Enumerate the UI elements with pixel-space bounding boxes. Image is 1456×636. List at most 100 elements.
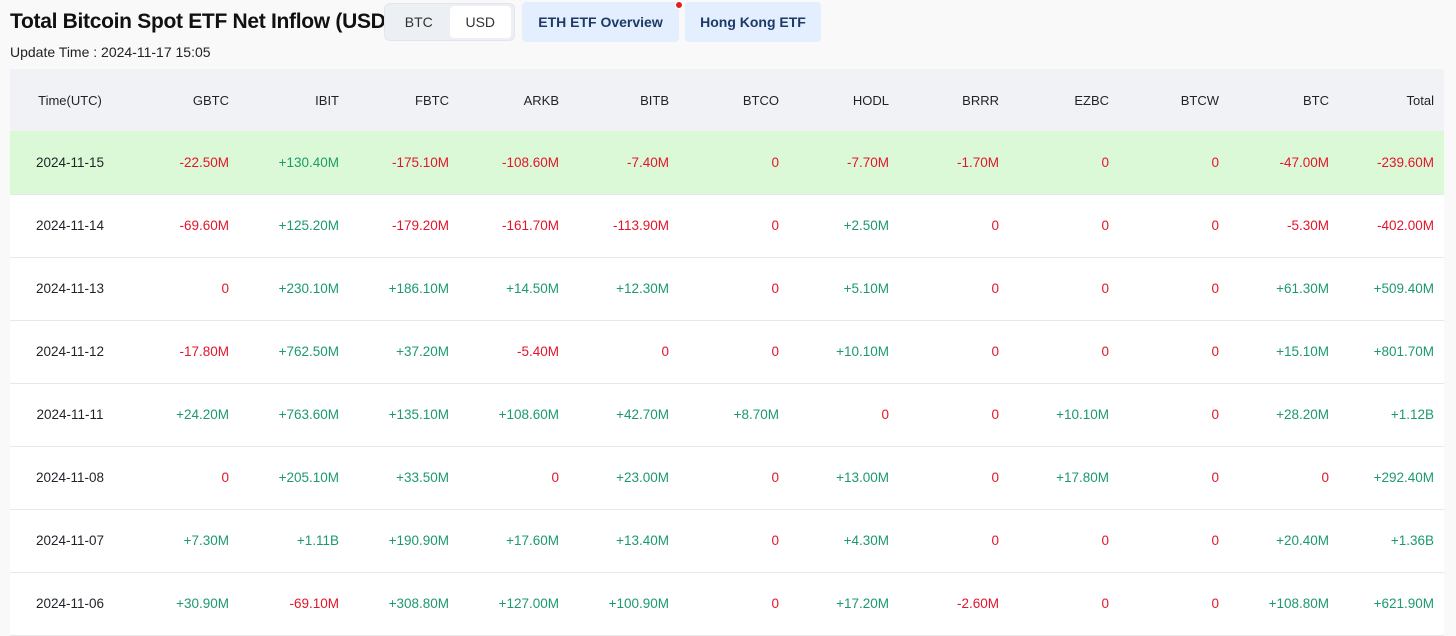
- flow-cell-hodl: +10.10M: [789, 320, 899, 384]
- flow-cell-brrr: 0: [899, 194, 1009, 258]
- flow-cell-total: +621.90M: [1339, 572, 1444, 636]
- flow-cell-ezbc: 0: [1009, 572, 1119, 636]
- flow-cell-fbtc: +37.20M: [349, 320, 459, 384]
- flow-cell-gbtc: +7.30M: [130, 509, 239, 573]
- table-row[interactable]: 2024-11-14 -69.60M +125.20M -179.20M -161.70…: [10, 194, 1444, 258]
- flow-cell-gbtc: -17.80M: [130, 320, 239, 384]
- flow-cell-bitb: +12.30M: [569, 257, 679, 321]
- flow-cell-ibit: +763.60M: [239, 383, 349, 447]
- column-header-btcw[interactable]: BTCW: [1119, 69, 1229, 131]
- flow-cell-btco: 0: [679, 446, 789, 510]
- hong-kong-etf-button[interactable]: Hong Kong ETF: [685, 2, 821, 42]
- page-title: Total Bitcoin Spot ETF Net Inflow (USD): [10, 10, 393, 33]
- flow-cell-total: -402.00M: [1339, 194, 1444, 258]
- row-date-cell: 2024-11-12: [10, 320, 130, 384]
- flow-cell-ezbc: +10.10M: [1009, 383, 1119, 447]
- flow-cell-hodl: +5.10M: [789, 257, 899, 321]
- column-header-bitb[interactable]: BITB: [569, 69, 679, 131]
- flow-cell-btcw: 0: [1119, 320, 1229, 384]
- flow-cell-total: +801.70M: [1339, 320, 1444, 384]
- flow-cell-total: -239.60M: [1339, 131, 1444, 195]
- column-header-time[interactable]: Time(UTC): [10, 69, 130, 131]
- column-header-total[interactable]: Total: [1339, 69, 1444, 131]
- flow-cell-ibit: +230.10M: [239, 257, 349, 321]
- flow-cell-arkb: -108.60M: [459, 131, 569, 195]
- flow-cell-btc: +28.20M: [1229, 383, 1339, 447]
- flow-cell-btcw: 0: [1119, 446, 1229, 510]
- column-header-hodl[interactable]: HODL: [789, 69, 899, 131]
- column-header-btco[interactable]: BTCO: [679, 69, 789, 131]
- unit-option-btc[interactable]: BTC: [404, 14, 433, 30]
- table-row[interactable]: 2024-11-07 +7.30M +1.11B +190.90M +17.60M +13…: [10, 509, 1444, 573]
- flow-cell-btco: 0: [679, 320, 789, 384]
- column-header-gbtc[interactable]: GBTC: [130, 69, 239, 131]
- table-row[interactable]: 2024-11-11 +24.20M +763.60M +135.10M +108.60…: [10, 383, 1444, 447]
- row-date-cell: 2024-11-06: [10, 572, 130, 636]
- flow-cell-fbtc: +33.50M: [349, 446, 459, 510]
- column-header-ezbc[interactable]: EZBC: [1009, 69, 1119, 131]
- flow-cell-ibit: +130.40M: [239, 131, 349, 195]
- flow-cell-ezbc: +17.80M: [1009, 446, 1119, 510]
- flow-cell-bitb: 0: [569, 320, 679, 384]
- flow-cell-brrr: 0: [899, 446, 1009, 510]
- flow-cell-bitb: +42.70M: [569, 383, 679, 447]
- table-row[interactable]: 2024-11-13 0 +230.10M +186.10M +14.50M +12.30…: [10, 257, 1444, 321]
- flow-cell-hodl: +17.20M: [789, 572, 899, 636]
- column-header-fbtc[interactable]: FBTC: [349, 69, 459, 131]
- flow-cell-arkb: +14.50M: [459, 257, 569, 321]
- column-header-arkb[interactable]: ARKB: [459, 69, 569, 131]
- flow-cell-ezbc: 0: [1009, 194, 1119, 258]
- flow-cell-fbtc: -179.20M: [349, 194, 459, 258]
- flow-cell-gbtc: +30.90M: [130, 572, 239, 636]
- row-date-cell: 2024-11-11: [10, 383, 130, 447]
- flow-cell-gbtc: 0: [130, 446, 239, 510]
- flow-cell-bitb: +23.00M: [569, 446, 679, 510]
- page-header: Total Bitcoin Spot ETF Net Inflow (USD) …: [0, 0, 1456, 70]
- flow-cell-bitb: -7.40M: [569, 131, 679, 195]
- table-row[interactable]: 2024-11-12 -17.80M +762.50M +37.20M -5.40M 0 0…: [10, 320, 1444, 384]
- flow-cell-bitb: +13.40M: [569, 509, 679, 573]
- flow-cell-btco: 0: [679, 257, 789, 321]
- flow-cell-btc: +15.10M: [1229, 320, 1339, 384]
- flow-cell-brrr: -2.60M: [899, 572, 1009, 636]
- column-header-brrr[interactable]: BRRR: [899, 69, 1009, 131]
- flow-cell-total: +1.12B: [1339, 383, 1444, 447]
- flow-cell-btc: +20.40M: [1229, 509, 1339, 573]
- eth-etf-overview-button[interactable]: ETH ETF Overview: [522, 2, 679, 42]
- flow-cell-ibit: +125.20M: [239, 194, 349, 258]
- column-header-btc[interactable]: BTC: [1229, 69, 1339, 131]
- update-time: Update Time : 2024-11-17 15:05: [10, 44, 211, 60]
- flow-cell-gbtc: 0: [130, 257, 239, 321]
- column-header-ibit[interactable]: IBIT: [239, 69, 349, 131]
- flow-cell-btc: +61.30M: [1229, 257, 1339, 321]
- flow-cell-fbtc: +190.90M: [349, 509, 459, 573]
- flow-cell-total: +292.40M: [1339, 446, 1444, 510]
- flow-cell-btco: 0: [679, 509, 789, 573]
- flow-cell-brrr: -1.70M: [899, 131, 1009, 195]
- flow-cell-ibit: +205.10M: [239, 446, 349, 510]
- unit-option-usd[interactable]: USD: [449, 6, 511, 38]
- flow-cell-ibit: +762.50M: [239, 320, 349, 384]
- flow-cell-btco: 0: [679, 572, 789, 636]
- table-header-row: Time(UTC) GBTC IBIT FBTC ARKB BITB BTCO …: [10, 69, 1444, 131]
- flow-cell-brrr: 0: [899, 320, 1009, 384]
- row-date-cell: 2024-11-13: [10, 257, 130, 321]
- flow-cell-arkb: -161.70M: [459, 194, 569, 258]
- flow-cell-btco: +8.70M: [679, 383, 789, 447]
- flow-cell-ezbc: 0: [1009, 257, 1119, 321]
- table-row[interactable]: 2024-11-08 0 +205.10M +33.50M 0 +23.00M 0 +13.0…: [10, 446, 1444, 510]
- flow-cell-btco: 0: [679, 194, 789, 258]
- flow-cell-ibit: -69.10M: [239, 572, 349, 636]
- table-row[interactable]: 2024-11-06 +30.90M -69.10M +308.80M +127.00M…: [10, 572, 1444, 636]
- etf-flow-table: Time(UTC) GBTC IBIT FBTC ARKB BITB BTCO …: [10, 69, 1444, 636]
- flow-cell-fbtc: +186.10M: [349, 257, 459, 321]
- flow-cell-arkb: 0: [459, 446, 569, 510]
- notification-dot-icon: [675, 1, 683, 9]
- row-date-cell: 2024-11-07: [10, 509, 130, 573]
- table-row[interactable]: 2024-11-15 -22.50M +130.40M -175.10M -108.60…: [10, 131, 1444, 195]
- flow-cell-ezbc: 0: [1009, 320, 1119, 384]
- flow-cell-btc: 0: [1229, 446, 1339, 510]
- flow-cell-ezbc: 0: [1009, 509, 1119, 573]
- row-date-cell: 2024-11-15: [10, 131, 130, 195]
- row-date-cell: 2024-11-14: [10, 194, 130, 258]
